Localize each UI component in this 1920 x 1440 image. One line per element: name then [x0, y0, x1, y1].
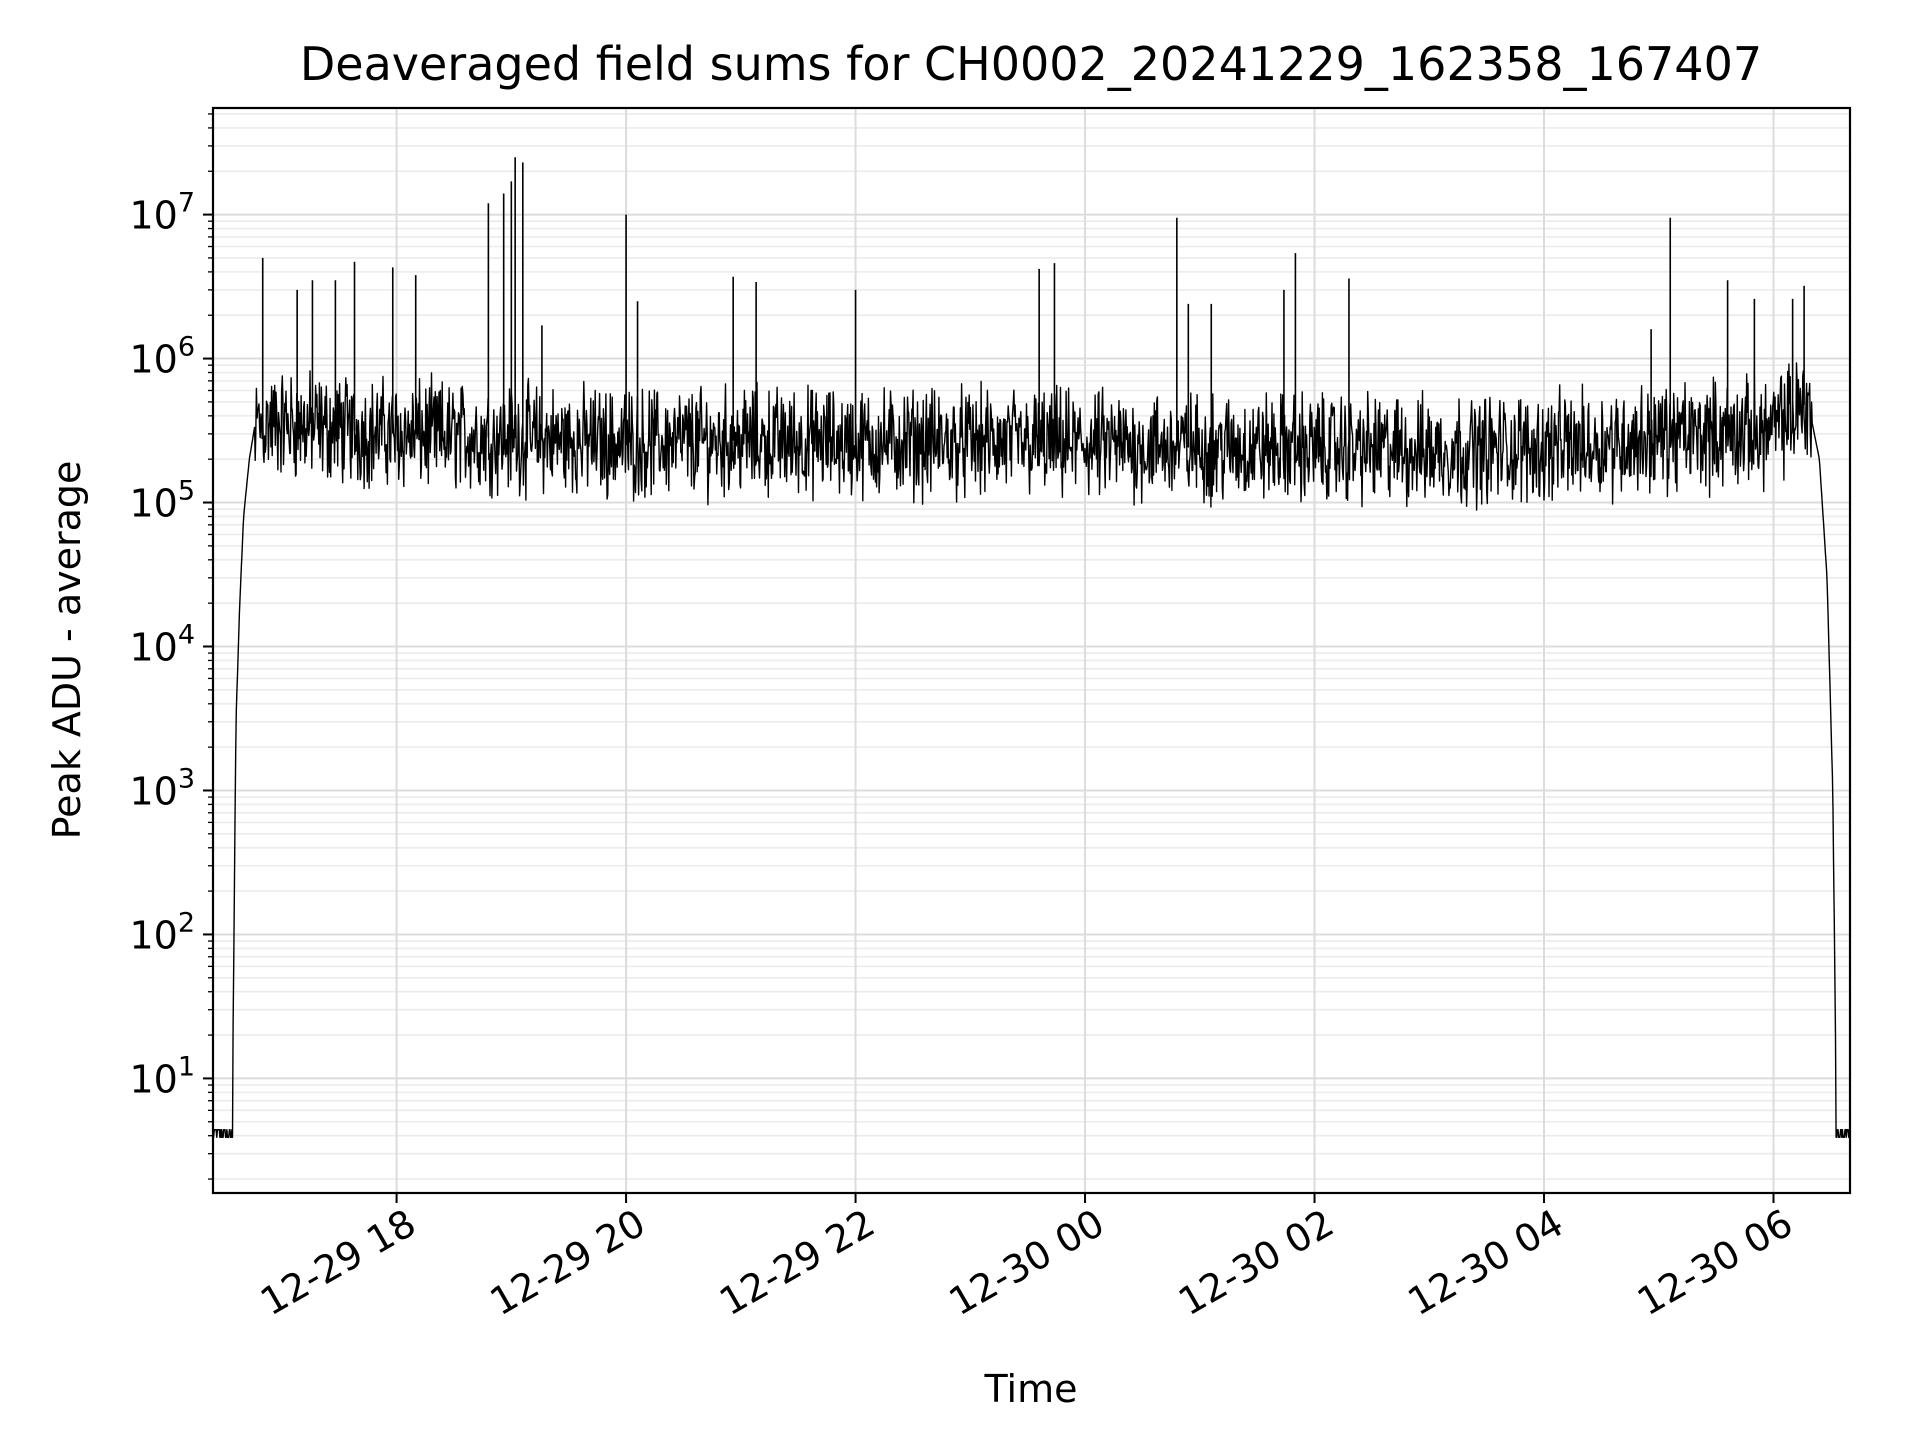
y-tick-label: 105 — [129, 476, 195, 526]
plot-frame — [211, 106, 1852, 1195]
y-tick-exponent: 2 — [178, 907, 195, 938]
y-tick-base: 10 — [129, 482, 177, 526]
y-tick-label: 106 — [129, 332, 195, 382]
series-line — [212, 362, 1851, 1138]
y-tick-exponent: 6 — [178, 332, 195, 363]
y-tick-exponent: 3 — [178, 763, 195, 794]
y-tick-base: 10 — [129, 194, 177, 238]
y-tick-exponent: 5 — [178, 476, 195, 507]
y-tick-base: 10 — [129, 338, 177, 382]
y-tick-label: 104 — [129, 620, 195, 670]
grid — [213, 108, 1850, 1193]
y-tick-base: 10 — [129, 769, 177, 813]
y-tick-exponent: 4 — [178, 620, 195, 651]
data-series — [212, 157, 1851, 1138]
x-axis-label: Time — [984, 1367, 1078, 1411]
y-tick-base: 10 — [129, 1057, 177, 1101]
y-tick-exponent: 7 — [178, 188, 195, 219]
y-tick-label: 107 — [129, 188, 195, 238]
y-tick-base: 10 — [129, 913, 177, 957]
y-axis-label: Peak ADU - average — [45, 461, 89, 840]
y-tick-label: 101 — [129, 1051, 195, 1101]
y-tick-label: 102 — [129, 907, 195, 957]
chart-title: Deaveraged field sums for CH0002_2024122… — [300, 37, 1762, 91]
y-tick-exponent: 1 — [178, 1051, 195, 1082]
y-tick-base: 10 — [129, 626, 177, 670]
y-tick-label: 103 — [129, 763, 195, 813]
